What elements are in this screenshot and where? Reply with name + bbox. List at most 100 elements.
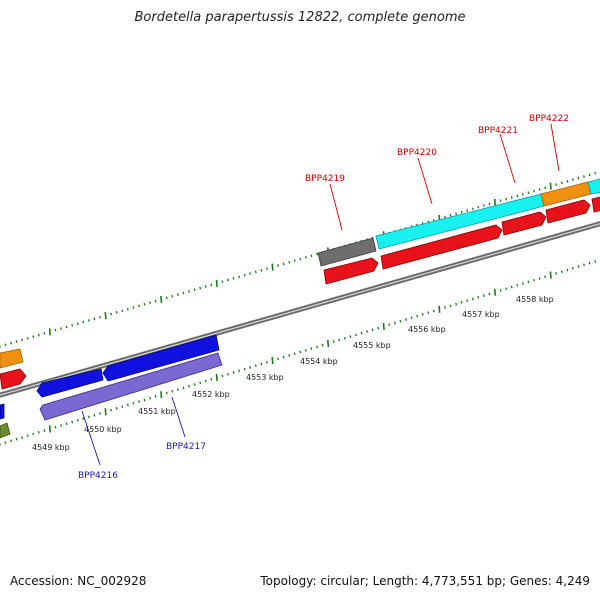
minor-tick xyxy=(310,254,313,258)
minor-tick xyxy=(132,401,135,405)
minor-tick xyxy=(393,321,396,325)
minor-tick xyxy=(505,197,508,201)
minor-tick xyxy=(21,436,24,439)
minor-tick xyxy=(254,364,257,368)
minor-tick xyxy=(538,277,541,280)
minor-tick xyxy=(165,391,168,395)
minor-tick xyxy=(560,270,563,274)
minor-tick xyxy=(21,338,24,342)
minor-tick xyxy=(249,366,252,369)
gene-feature[interactable] xyxy=(102,334,220,382)
minor-tick xyxy=(99,412,101,415)
minor-tick xyxy=(277,357,279,361)
minor-tick xyxy=(449,213,452,217)
minor-tick xyxy=(143,302,146,306)
major-tick xyxy=(160,295,163,304)
minor-tick xyxy=(316,252,318,256)
minor-tick xyxy=(4,441,7,444)
minor-tick xyxy=(60,327,63,330)
minor-tick xyxy=(115,311,118,314)
minor-tick xyxy=(132,306,135,309)
minor-tick xyxy=(471,297,474,301)
minor-tick xyxy=(71,323,74,327)
minor-tick xyxy=(544,275,547,279)
scale-label: 4554 kbp xyxy=(300,357,338,366)
minor-tick xyxy=(349,335,352,338)
gene-feature[interactable] xyxy=(501,211,547,236)
minor-tick xyxy=(388,323,391,327)
minor-tick xyxy=(93,413,96,417)
minor-tick xyxy=(594,171,597,175)
gene-feature[interactable] xyxy=(0,403,5,420)
minor-tick xyxy=(10,439,12,443)
minor-tick xyxy=(416,314,419,318)
major-tick xyxy=(104,408,107,416)
gene-label-bpp4222[interactable]: BPP4222 xyxy=(529,114,569,124)
gene-feature[interactable] xyxy=(317,237,377,267)
minor-tick xyxy=(277,264,279,267)
map-title: Bordetella parapertussis 12822, complete… xyxy=(134,10,466,25)
gene-feature[interactable] xyxy=(36,368,104,398)
minor-tick xyxy=(299,257,302,261)
gene-feature[interactable] xyxy=(0,348,24,369)
major-tick xyxy=(104,312,107,320)
minor-tick xyxy=(171,294,174,298)
minor-tick xyxy=(588,261,591,265)
minor-tick xyxy=(510,196,513,199)
minor-tick xyxy=(577,176,580,180)
minor-tick xyxy=(377,326,380,330)
minor-tick xyxy=(54,425,57,429)
scale-labels: 4549 kbp 4550 kbp 4551 kbp 4552 kbp 4553… xyxy=(32,295,554,452)
gene-label-bpp4216[interactable]: BPP4216 xyxy=(78,471,118,481)
gene-feature[interactable] xyxy=(545,199,591,224)
minor-tick xyxy=(165,296,168,300)
minor-tick xyxy=(60,424,63,427)
minor-tick xyxy=(460,301,463,304)
minor-tick xyxy=(360,331,363,335)
minor-tick xyxy=(282,262,285,266)
gene-feature[interactable] xyxy=(587,176,600,195)
gene-label-bpp4220[interactable]: BPP4220 xyxy=(397,148,437,158)
gene-label-bpp4217[interactable]: BPP4217 xyxy=(166,442,206,452)
gene-feature[interactable] xyxy=(39,352,223,421)
minor-tick xyxy=(304,256,307,259)
minor-tick xyxy=(560,181,563,185)
minor-tick xyxy=(405,318,407,321)
minor-tick xyxy=(527,280,530,284)
minor-tick xyxy=(32,335,35,339)
minor-tick xyxy=(204,379,207,383)
minor-tick xyxy=(249,272,252,275)
gene-feature[interactable] xyxy=(0,422,11,439)
minor-tick xyxy=(399,319,402,323)
minor-tick xyxy=(121,309,124,313)
minor-tick xyxy=(533,189,535,193)
gene-label-bpp4219[interactable]: BPP4219 xyxy=(305,174,345,184)
minor-tick xyxy=(460,210,463,214)
minor-tick xyxy=(332,340,335,344)
major-tick xyxy=(493,288,497,296)
outer-tick-track xyxy=(0,170,600,348)
minor-tick xyxy=(115,407,118,410)
gene-feature[interactable] xyxy=(0,368,27,390)
gene-feature[interactable] xyxy=(380,224,503,270)
gene-label-bpp4221[interactable]: BPP4221 xyxy=(478,126,518,136)
minor-tick xyxy=(265,360,268,364)
gene-feature[interactable] xyxy=(323,257,379,285)
minor-tick xyxy=(121,405,124,409)
minor-tick xyxy=(76,322,79,326)
minor-tick xyxy=(466,299,469,303)
minor-tick xyxy=(555,272,558,275)
minor-tick xyxy=(232,371,235,374)
minor-tick xyxy=(444,215,446,219)
minor-tick xyxy=(260,362,263,366)
minor-tick xyxy=(182,291,185,295)
minor-tick xyxy=(204,285,207,288)
minor-tick xyxy=(93,317,96,321)
major-tick xyxy=(549,271,552,279)
minor-tick xyxy=(227,372,229,376)
minor-tick xyxy=(37,430,40,434)
minor-tick xyxy=(527,191,530,195)
minor-tick xyxy=(154,395,157,398)
gene-feature[interactable] xyxy=(591,194,600,213)
